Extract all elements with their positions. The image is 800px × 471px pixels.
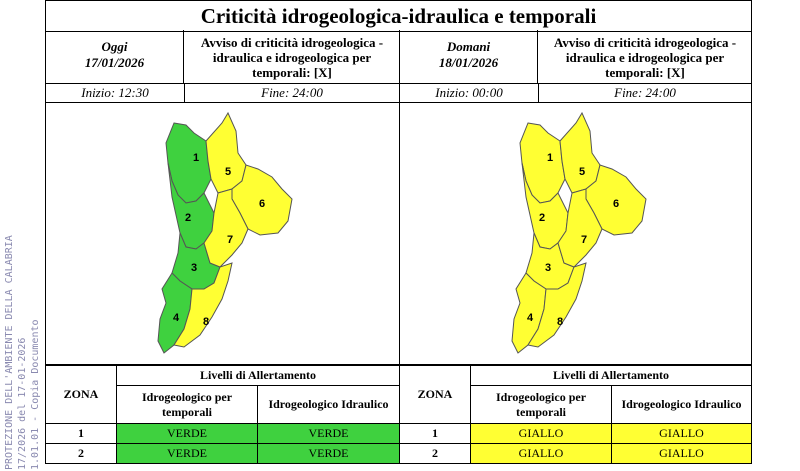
level-cell: GIALLO bbox=[470, 423, 612, 444]
tomorrow-map-panel: 1 2 3 4 5 6 7 8 bbox=[399, 103, 752, 365]
bulletin-sheet: Criticità idrogeologica-idraulica e temp… bbox=[45, 0, 752, 471]
zona-cell: 1 bbox=[399, 423, 471, 444]
today-avviso-line-2: idraulica e idrogeologica per bbox=[212, 50, 372, 65]
level-cell: VERDE bbox=[257, 443, 400, 464]
zone-8-area bbox=[527, 262, 587, 348]
zone-7-label: 7 bbox=[581, 234, 587, 246]
tomorrow-livelli-header: Livelli di Allertamento bbox=[470, 365, 752, 386]
tomorrow-day: Domani 18/01/2026 bbox=[400, 30, 538, 83]
zone-2-label: 2 bbox=[539, 212, 545, 224]
today-times: Inizio: 12:30 Fine: 24:00 bbox=[45, 84, 400, 103]
today-date: 17/01/2026 bbox=[84, 55, 145, 70]
tomorrow-avviso-line-2: idraulica e idrogeologica per bbox=[565, 50, 725, 65]
zona-cell: 2 bbox=[399, 443, 471, 464]
tomorrow-levels-table: ZONA Livelli di Allertamento Idrogeologi… bbox=[399, 365, 752, 464]
zone-3-label: 3 bbox=[545, 262, 551, 274]
level-cell: VERDE bbox=[257, 423, 400, 444]
zone-5-area bbox=[205, 111, 247, 194]
zone-4-area bbox=[157, 272, 193, 354]
today-map-panel: 1 2 3 4 5 6 7 8 bbox=[45, 103, 400, 365]
tomorrow-col-idraulico: Idrogeologico Idraulico bbox=[611, 385, 752, 424]
watermark-line-1: PROTEZIONE DELL'AMBIENTE DELLA CALABRIA bbox=[4, 235, 15, 470]
today-levels-table: ZONA Livelli di Allertamento Idrogeologi… bbox=[45, 365, 400, 464]
zone-3-label: 3 bbox=[191, 262, 197, 274]
today-inizio: Inizio: 12:30 bbox=[46, 84, 185, 102]
level-cell: GIALLO bbox=[611, 423, 752, 444]
table-row: 2 GIALLO GIALLO bbox=[399, 443, 752, 464]
tomorrow-header: Domani 18/01/2026 Avviso di criticità id… bbox=[399, 30, 752, 84]
zone-8-label: 8 bbox=[203, 316, 209, 328]
tomorrow-avviso-line-1: Avviso di criticità idrogeologica - bbox=[553, 35, 737, 50]
zone-2-label: 2 bbox=[185, 212, 191, 224]
tomorrow-col-temporali: Idrogeologico per temporali bbox=[470, 385, 612, 424]
zone-7-label: 7 bbox=[227, 234, 233, 246]
zone-5-label: 5 bbox=[579, 166, 585, 178]
zone-4-label: 4 bbox=[173, 312, 180, 324]
protocol-watermark: PROTEZIONE DELL'AMBIENTE DELLA CALABRIA … bbox=[2, 180, 46, 471]
today-col-idraulico: Idrogeologico Idraulico bbox=[257, 385, 400, 424]
zone-1-label: 1 bbox=[193, 152, 199, 164]
today-livelli-header: Livelli di Allertamento bbox=[116, 365, 400, 386]
zone-4-label: 4 bbox=[527, 312, 534, 324]
zone-8-area bbox=[173, 262, 233, 348]
tomorrow-avviso: Avviso di criticità idrogeologica - idra… bbox=[539, 30, 751, 83]
tomorrow-date: 18/01/2026 bbox=[438, 55, 499, 70]
today-avviso: Avviso di criticità idrogeologica - idra… bbox=[185, 30, 399, 83]
table-row: 1 VERDE VERDE bbox=[45, 423, 400, 444]
table-row: 2 VERDE VERDE bbox=[45, 443, 400, 464]
today-zona-header: ZONA bbox=[45, 365, 117, 424]
today-label: Oggi bbox=[101, 39, 128, 54]
tomorrow-zona-header: ZONA bbox=[399, 365, 471, 424]
tomorrow-fine: Fine: 24:00 bbox=[614, 85, 676, 100]
zone-5-area bbox=[559, 111, 601, 194]
watermark-line-2: 17/2026 del 17-01-2026 bbox=[17, 337, 28, 470]
today-avviso-line-3: temporali: [X] bbox=[252, 65, 332, 80]
zone-1-label: 1 bbox=[547, 152, 553, 164]
today-fine: Fine: 24:00 bbox=[261, 85, 323, 100]
tomorrow-label: Domani bbox=[446, 39, 491, 54]
col-temporali-line-1: Idrogeologico per bbox=[141, 389, 233, 404]
tomorrow-times: Inizio: 00:00 Fine: 24:00 bbox=[399, 84, 752, 103]
zona-cell: 2 bbox=[45, 443, 117, 464]
today-header: Oggi 17/01/2026 Avviso di criticità idro… bbox=[45, 30, 400, 84]
zone-8-label: 8 bbox=[557, 316, 563, 328]
today-avviso-line-1: Avviso di criticità idrogeologica - bbox=[200, 35, 384, 50]
tomorrow-inizio: Inizio: 00:00 bbox=[400, 84, 539, 102]
col-temporali-line-2: temporali bbox=[516, 404, 566, 419]
watermark-line-3: 1.01.01 - Copia Documento bbox=[30, 319, 41, 470]
level-cell: VERDE bbox=[116, 423, 258, 444]
today-calabria-map: 1 2 3 4 5 6 7 8 bbox=[157, 111, 293, 354]
tomorrow-avviso-line-3: temporali: [X] bbox=[605, 65, 685, 80]
zone-4-area bbox=[511, 272, 547, 354]
today-col-temporali: Idrogeologico per temporali bbox=[116, 385, 258, 424]
bulletin-title: Criticità idrogeologica-idraulica e temp… bbox=[45, 0, 752, 32]
zone-6-label: 6 bbox=[613, 198, 619, 210]
level-cell: GIALLO bbox=[470, 443, 612, 464]
zone-6-label: 6 bbox=[259, 198, 265, 210]
level-cell: GIALLO bbox=[611, 443, 752, 464]
tomorrow-calabria-map: 1 2 3 4 5 6 7 8 bbox=[511, 111, 647, 354]
col-temporali-line-1: Idrogeologico per bbox=[495, 389, 587, 404]
level-cell: VERDE bbox=[116, 443, 258, 464]
zone-5-label: 5 bbox=[225, 166, 231, 178]
zona-cell: 1 bbox=[45, 423, 117, 444]
today-day: Oggi 17/01/2026 bbox=[46, 30, 184, 83]
col-temporali-line-2: temporali bbox=[162, 404, 212, 419]
table-row: 1 GIALLO GIALLO bbox=[399, 423, 752, 444]
